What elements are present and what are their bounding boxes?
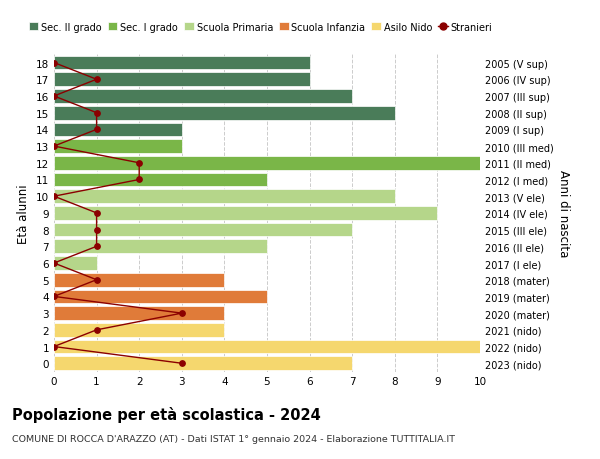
- Point: [49, 293, 59, 301]
- Point: [49, 260, 59, 267]
- Bar: [54, 357, 352, 370]
- Point: [92, 210, 101, 217]
- Bar: [54, 207, 437, 220]
- Point: [92, 276, 101, 284]
- Bar: [54, 73, 310, 87]
- Bar: [54, 223, 352, 237]
- Point: [177, 360, 187, 367]
- Bar: [54, 157, 480, 170]
- Bar: [54, 290, 267, 303]
- Y-axis label: Età alunni: Età alunni: [17, 184, 31, 243]
- Point: [49, 193, 59, 201]
- Bar: [54, 173, 267, 187]
- Bar: [54, 240, 267, 254]
- Point: [92, 126, 101, 134]
- Bar: [54, 273, 224, 287]
- Bar: [54, 190, 395, 204]
- Y-axis label: Anni di nascita: Anni di nascita: [557, 170, 570, 257]
- Point: [134, 176, 144, 184]
- Point: [92, 326, 101, 334]
- Bar: [54, 307, 224, 320]
- Bar: [54, 56, 310, 70]
- Bar: [54, 140, 182, 154]
- Point: [92, 76, 101, 84]
- Bar: [54, 340, 480, 353]
- Text: Popolazione per età scolastica - 2024: Popolazione per età scolastica - 2024: [12, 406, 321, 422]
- Point: [49, 93, 59, 101]
- Point: [49, 60, 59, 67]
- Bar: [54, 106, 395, 120]
- Bar: [54, 90, 352, 104]
- Point: [177, 310, 187, 317]
- Point: [92, 243, 101, 251]
- Bar: [54, 123, 182, 137]
- Text: COMUNE DI ROCCA D'ARAZZO (AT) - Dati ISTAT 1° gennaio 2024 - Elaborazione TUTTIT: COMUNE DI ROCCA D'ARAZZO (AT) - Dati IST…: [12, 434, 455, 443]
- Bar: [54, 257, 97, 270]
- Point: [92, 226, 101, 234]
- Point: [92, 110, 101, 117]
- Bar: [54, 323, 224, 337]
- Point: [49, 343, 59, 351]
- Point: [49, 143, 59, 151]
- Legend: Sec. II grado, Sec. I grado, Scuola Primaria, Scuola Infanzia, Asilo Nido, Stran: Sec. II grado, Sec. I grado, Scuola Prim…: [25, 19, 496, 37]
- Point: [134, 160, 144, 167]
